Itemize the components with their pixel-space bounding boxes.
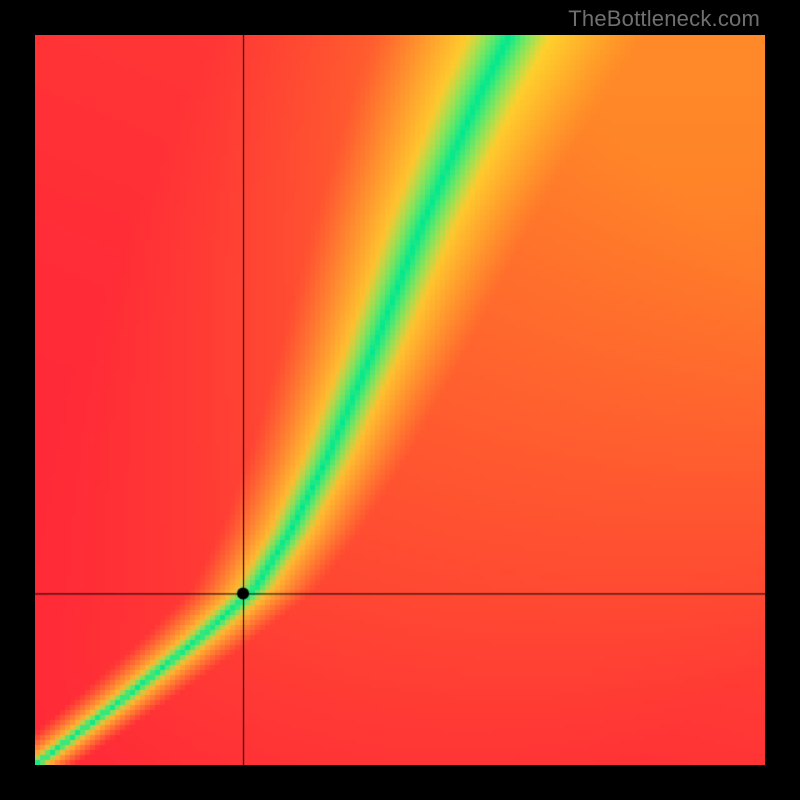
outer-frame: TheBottleneck.com bbox=[0, 0, 800, 800]
heatmap-canvas bbox=[35, 35, 765, 765]
watermark-text: TheBottleneck.com bbox=[568, 6, 760, 32]
plot-area bbox=[35, 35, 765, 765]
